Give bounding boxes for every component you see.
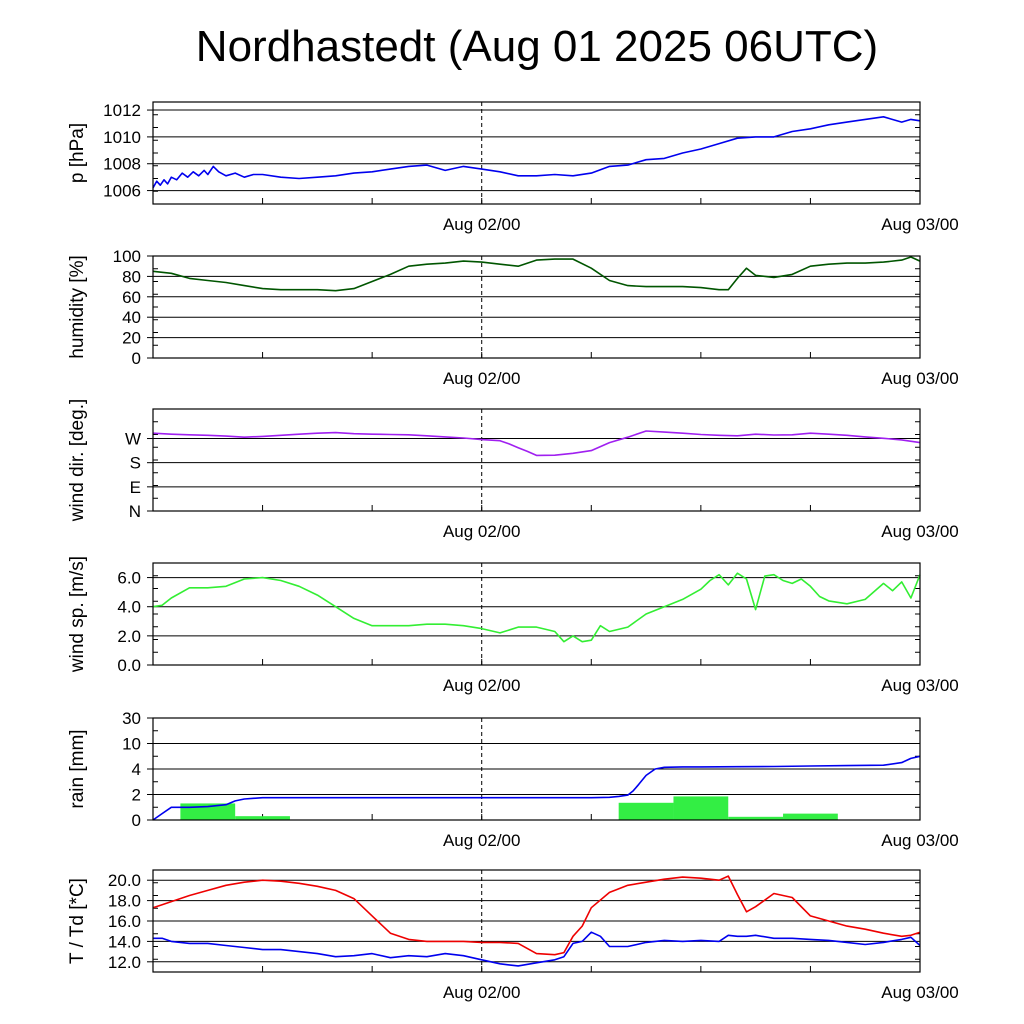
y-tick-label-rain: 4 xyxy=(132,760,141,779)
y-tick-label-rain: 30 xyxy=(122,709,141,728)
y-tick-label-temperature: 16.0 xyxy=(108,912,141,931)
y-tick-label-pressure: 1006 xyxy=(103,182,141,201)
y-tick-label-humidity: 80 xyxy=(122,267,141,286)
y-tick-label-temperature: 12.0 xyxy=(108,953,141,972)
y-tick-label-wind_direction: S xyxy=(130,454,141,473)
x-tick-label-rain: Aug 02/00 xyxy=(443,831,521,850)
y-tick-label-pressure: 1008 xyxy=(103,155,141,174)
series-line-rain_line xyxy=(152,755,921,821)
x-tick-label-humidity: Aug 03/00 xyxy=(881,369,959,388)
panel-frame-pressure xyxy=(152,101,921,205)
y-tick-label-rain: 2 xyxy=(132,786,141,805)
rain-bar xyxy=(783,813,838,820)
rain-bar xyxy=(728,816,784,820)
y-tick-label-wind_speed: 0.0 xyxy=(117,656,141,675)
series-line-wind_dir xyxy=(152,430,921,457)
panel-frame-humidity xyxy=(152,255,921,359)
chart-title: Nordhastedt (Aug 01 2025 06UTC) xyxy=(195,22,879,71)
series-line-temperature xyxy=(152,875,921,956)
x-tick-label-wind_speed: Aug 03/00 xyxy=(881,676,959,695)
y-axis-label-pressure: p [hPa] xyxy=(67,123,88,183)
y-tick-label-wind_speed: 4.0 xyxy=(117,598,141,617)
y-tick-label-wind_direction: W xyxy=(125,430,141,449)
x-tick-label-temperature: Aug 02/00 xyxy=(443,983,521,1002)
y-tick-label-wind_speed: 6.0 xyxy=(117,569,141,588)
x-tick-label-pressure: Aug 02/00 xyxy=(443,215,521,234)
x-tick-label-wind_direction: Aug 02/00 xyxy=(443,522,521,541)
panel-frame-temperature xyxy=(152,869,921,973)
y-tick-label-humidity: 20 xyxy=(122,329,141,348)
y-axis-label-temperature: T / Td [*C] xyxy=(67,878,88,964)
series-line-pressure xyxy=(152,116,921,189)
panel-frame-wind_speed xyxy=(152,562,921,666)
x-tick-label-humidity: Aug 02/00 xyxy=(443,369,521,388)
x-tick-label-rain: Aug 03/00 xyxy=(881,831,959,850)
y-tick-label-humidity: 60 xyxy=(122,288,141,307)
x-tick-label-temperature: Aug 03/00 xyxy=(881,983,959,1002)
y-tick-label-wind_speed: 2.0 xyxy=(117,627,141,646)
x-tick-label-wind_direction: Aug 03/00 xyxy=(881,522,959,541)
series-line-humidity xyxy=(152,256,921,292)
panel-frame-wind_direction xyxy=(152,408,921,512)
y-tick-label-pressure: 1012 xyxy=(103,101,141,120)
series-line-wind_speed xyxy=(152,572,921,643)
y-axis-label-wind_direction: wind dir. [deg.] xyxy=(67,399,88,523)
x-tick-label-wind_speed: Aug 02/00 xyxy=(443,676,521,695)
y-tick-label-humidity: 0 xyxy=(132,349,141,368)
y-tick-label-rain: 10 xyxy=(122,735,141,754)
y-axis-label-humidity: humidity [%] xyxy=(67,255,88,358)
x-tick-label-pressure: Aug 03/00 xyxy=(881,215,959,234)
y-tick-label-humidity: 100 xyxy=(113,247,141,266)
panel-frame-rain xyxy=(152,717,921,821)
y-axis-label-rain: rain [mm] xyxy=(67,729,88,808)
y-tick-label-humidity: 40 xyxy=(122,308,141,327)
rain-bar xyxy=(235,816,290,820)
rain-bar xyxy=(618,802,674,820)
y-axis-label-wind_speed: wind sp. [m/s] xyxy=(67,556,88,673)
series-line-dewpoint xyxy=(153,931,921,967)
y-tick-label-temperature: 20.0 xyxy=(108,871,141,890)
y-tick-label-pressure: 1010 xyxy=(103,128,141,147)
y-tick-label-temperature: 18.0 xyxy=(108,892,141,911)
y-tick-label-temperature: 14.0 xyxy=(108,932,141,951)
y-tick-label-wind_direction: N xyxy=(129,502,141,521)
y-tick-label-rain: 0 xyxy=(132,811,141,830)
y-tick-label-wind_direction: E xyxy=(130,478,141,497)
rain-bar xyxy=(673,796,729,820)
